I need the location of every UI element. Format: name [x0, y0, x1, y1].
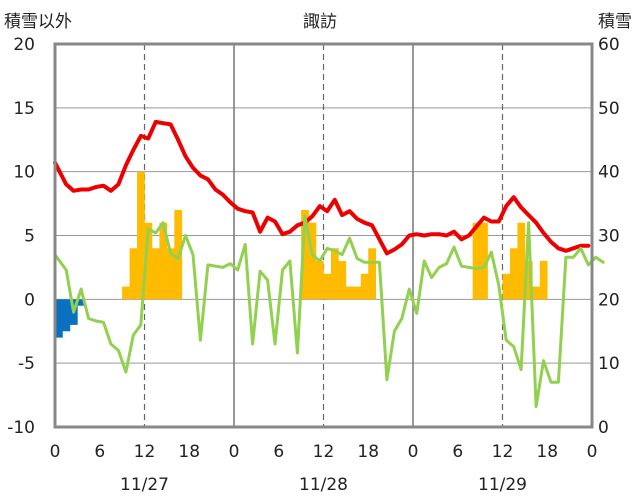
date-label: 11/29	[478, 475, 527, 495]
x-tick-label: 18	[357, 442, 379, 462]
left-tick-label: 5	[24, 227, 35, 247]
left-tick-label: -5	[18, 354, 35, 374]
precip-bar	[524, 261, 533, 300]
precip-bar	[166, 248, 175, 300]
left-tick-label: -10	[7, 418, 35, 438]
precip-bar	[159, 222, 168, 300]
left-tick-label: 10	[13, 163, 35, 183]
right-axis-label: 積雪	[598, 12, 632, 32]
x-tick-label: 6	[452, 442, 463, 462]
precip-bar	[330, 248, 339, 300]
precip-bar	[77, 299, 86, 306]
precip-bar	[122, 286, 130, 300]
date-label: 11/28	[299, 475, 348, 495]
precip-bar	[539, 261, 548, 300]
right-tick-label: 20	[598, 290, 620, 310]
x-tick-label: 12	[313, 442, 335, 462]
x-tick-label: 0	[587, 442, 598, 462]
grid-layer	[55, 44, 592, 427]
right-tick-label: 60	[598, 35, 620, 55]
precip-bar	[301, 209, 309, 300]
precip-bar	[137, 171, 145, 300]
date-label: 11/27	[120, 475, 169, 495]
precip-bar	[323, 273, 332, 300]
precip-bar	[480, 222, 488, 300]
right-tick-label: 0	[598, 418, 609, 438]
x-tick-label: 18	[178, 442, 200, 462]
left-tick-label: 15	[13, 99, 35, 119]
right-tick-label: 10	[598, 354, 620, 374]
precip-bar	[308, 222, 317, 300]
precip-bar	[151, 248, 160, 300]
precip-bar	[532, 286, 541, 300]
precip-bar	[55, 299, 63, 338]
right-tick-label: 30	[598, 227, 620, 247]
precip-bar	[62, 299, 71, 332]
left-tick-label: 0	[24, 290, 35, 310]
x-tick-label: 6	[94, 442, 105, 462]
x-tick-label: 0	[229, 442, 240, 462]
precip-bar	[353, 286, 362, 300]
precip-bar	[509, 248, 518, 300]
right-tick-label: 50	[598, 99, 620, 119]
bar-layer	[55, 171, 548, 338]
precip-bar	[360, 273, 369, 300]
precip-bar	[517, 222, 526, 300]
precip-bar	[129, 248, 138, 300]
temperature-line	[53, 119, 591, 256]
x-tick-label: 12	[134, 442, 156, 462]
precip-bar	[368, 248, 377, 300]
x-tick-label: 0	[50, 442, 61, 462]
precip-bar	[345, 286, 354, 300]
left-tick-label: 20	[13, 35, 35, 55]
x-tick-label: 12	[492, 442, 514, 462]
green-series-line	[53, 214, 605, 409]
plot-frame	[53, 42, 594, 429]
plot-border	[53, 42, 594, 429]
precip-bar	[316, 261, 324, 300]
right-tick-label: 40	[598, 163, 620, 183]
x-tick-label: 6	[273, 442, 284, 462]
left-axis-label: 積雪以外	[4, 12, 72, 32]
precip-bar	[144, 222, 153, 300]
precip-bar	[502, 273, 511, 300]
precip-bar	[338, 261, 347, 300]
x-tick-label: 0	[408, 442, 419, 462]
x-tick-label: 18	[536, 442, 558, 462]
precip-bar	[472, 222, 481, 300]
chart-title: 諏訪	[303, 12, 337, 32]
